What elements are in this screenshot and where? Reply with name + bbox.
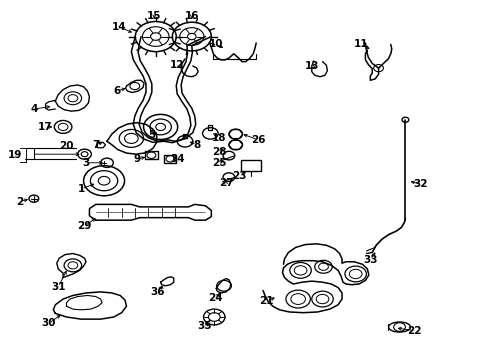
Text: 9: 9 <box>133 154 141 164</box>
Text: 23: 23 <box>232 171 246 181</box>
Text: 26: 26 <box>250 135 265 145</box>
Text: 5: 5 <box>148 130 155 140</box>
Text: 21: 21 <box>259 296 273 306</box>
Text: 4: 4 <box>30 104 38 114</box>
Text: 18: 18 <box>211 133 226 143</box>
Text: 16: 16 <box>184 11 199 21</box>
Text: 35: 35 <box>197 321 211 331</box>
Text: 25: 25 <box>211 158 226 168</box>
Text: 1: 1 <box>78 184 84 194</box>
Text: 20: 20 <box>59 141 74 151</box>
Text: 11: 11 <box>353 40 368 49</box>
Text: 6: 6 <box>113 86 120 96</box>
Text: 22: 22 <box>406 325 421 336</box>
Text: 15: 15 <box>147 11 161 21</box>
Text: 31: 31 <box>51 282 65 292</box>
Text: 8: 8 <box>193 140 200 150</box>
Text: 24: 24 <box>207 293 222 303</box>
Text: 2: 2 <box>17 197 24 207</box>
Text: 28: 28 <box>211 147 226 157</box>
Text: 13: 13 <box>304 61 318 71</box>
Bar <box>240 159 261 171</box>
Text: 27: 27 <box>218 178 233 188</box>
Text: 12: 12 <box>170 59 184 69</box>
Text: 32: 32 <box>413 179 427 189</box>
Text: 30: 30 <box>41 319 56 328</box>
Text: 34: 34 <box>169 154 184 164</box>
Text: 29: 29 <box>77 221 92 231</box>
Text: 14: 14 <box>111 22 126 32</box>
Text: 33: 33 <box>362 255 377 265</box>
Text: 36: 36 <box>150 287 164 297</box>
Text: 17: 17 <box>38 122 53 132</box>
Text: 19: 19 <box>8 150 22 160</box>
Text: 7: 7 <box>92 140 99 150</box>
Text: 3: 3 <box>82 158 89 168</box>
Text: 10: 10 <box>208 40 223 49</box>
